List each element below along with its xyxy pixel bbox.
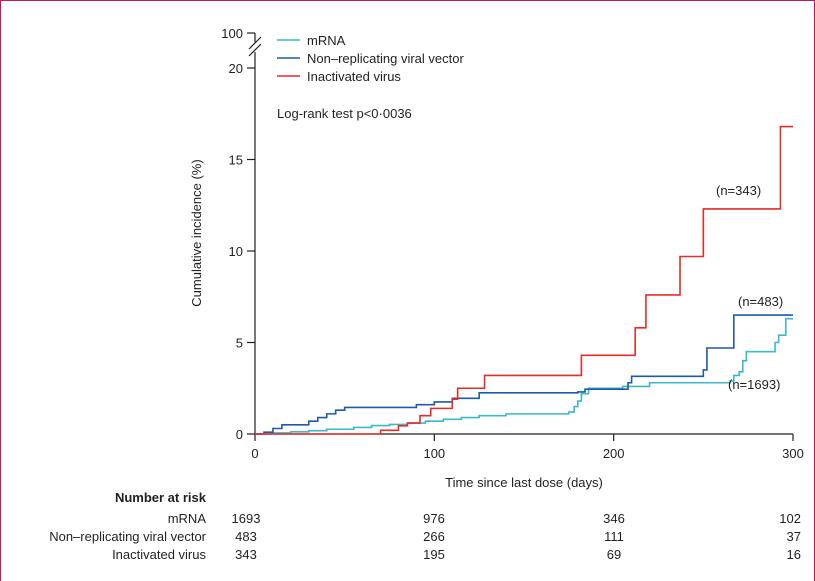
y-tick-label-100: 100 <box>221 26 243 41</box>
y-tick-label: 15 <box>229 153 243 168</box>
series-n-label-3: (n=343) <box>716 183 761 198</box>
y-ticks: 0 5 10 15 20 <box>229 61 255 442</box>
series-n-label-1: (n=1693) <box>728 377 780 392</box>
y-tick-label: 20 <box>229 61 243 76</box>
series-group: (n=1693) (n=483) (n=343) <box>255 125 793 435</box>
y-axis-label: Cumulative incidence (%) <box>189 159 204 306</box>
risk-cell: 16 <box>787 547 801 562</box>
risk-row-name: Non–replicating viral vector <box>49 529 206 544</box>
risk-cell: 195 <box>423 547 445 562</box>
series-n-label-2: (n=483) <box>738 294 783 309</box>
y-tick-label: 0 <box>236 427 243 442</box>
legend-label: mRNA <box>307 33 346 48</box>
risk-cell: 69 <box>607 547 621 562</box>
risk-table-title: Number at risk <box>115 490 207 505</box>
x-axis-label: Time since last dose (days) <box>445 475 603 490</box>
legend: mRNA Non–replicating viral vector Inactiva… <box>277 33 464 84</box>
legend-label: Non–replicating viral vector <box>307 51 464 66</box>
risk-cell: 976 <box>423 511 445 526</box>
y-tick-label: 10 <box>229 244 243 259</box>
risk-cell: 102 <box>779 511 801 526</box>
risk-cell: 1693 <box>232 511 261 526</box>
risk-row-name: mRNA <box>168 511 207 526</box>
y-tick-label: 5 <box>236 336 243 351</box>
x-tick-label: 200 <box>603 446 625 461</box>
series-line-3 <box>255 125 793 435</box>
risk-table: mRNA 1693 976 346 102 Non–replicating viral v… <box>49 511 801 562</box>
x-ticks: 0 100 200 300 <box>251 434 804 461</box>
risk-cell: 111 <box>604 529 624 544</box>
annotation-logrank: Log-rank test p<0·0036 <box>277 106 412 121</box>
risk-cell: 483 <box>235 529 257 544</box>
risk-cell: 266 <box>423 529 445 544</box>
risk-cell: 37 <box>787 529 801 544</box>
risk-cell: 343 <box>235 547 257 562</box>
series-line-1 <box>255 317 793 435</box>
x-tick-label: 300 <box>782 446 804 461</box>
x-tick-label: 100 <box>423 446 445 461</box>
series-line-2 <box>255 314 793 435</box>
legend-label: Inactivated virus <box>307 69 401 84</box>
x-tick-label: 0 <box>251 446 258 461</box>
risk-row-name: Inactivated virus <box>112 547 206 562</box>
axis-break-mark-2 <box>248 43 262 57</box>
axis-break-mark-1 <box>248 36 262 50</box>
risk-cell: 346 <box>603 511 625 526</box>
